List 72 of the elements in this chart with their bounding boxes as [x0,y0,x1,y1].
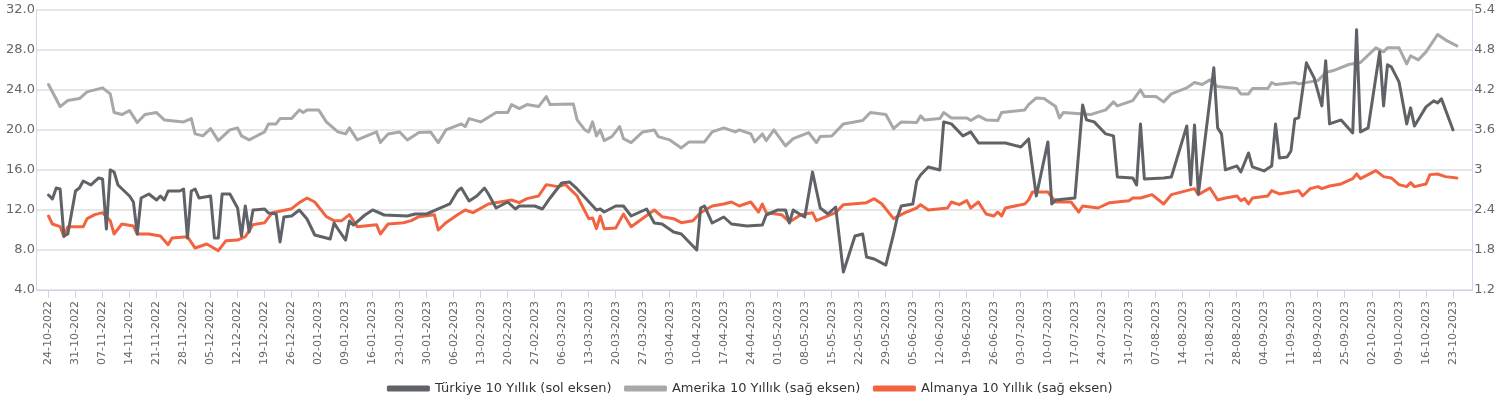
x-tick-label: 30-01-2023 [419,301,433,366]
x-tick-label: 03-04-2023 [662,301,676,366]
x-tick-label: 14-08-2023 [1175,301,1189,366]
x-tick-label: 24-04-2023 [743,301,757,366]
x-tick-label: 23-01-2023 [392,301,406,366]
x-tick-label: 16-01-2023 [365,301,379,366]
x-tick-label: 25-09-2023 [1337,301,1351,366]
x-tick-label: 01-05-2023 [770,301,784,366]
y-tick-label: 24.0 [5,81,35,97]
x-tick-label: 16-10-2023 [1418,301,1432,366]
x-tick-label: 29-05-2023 [878,301,892,366]
y-tick-label: 20.0 [5,121,35,137]
legend-label: Almanya 10 Yıllık (sağ eksen) [920,379,1113,395]
y-tick-label: 8.0 [14,241,35,257]
x-tick-label: 26-12-2022 [284,301,298,366]
x-tick-label: 28-11-2022 [176,301,190,366]
x-tick-label: 14-11-2022 [122,301,136,366]
x-tick-label: 24-07-2023 [1094,301,1108,366]
x-tick-label: 20-03-2023 [608,301,622,366]
x-tick-label: 28-08-2023 [1229,301,1243,366]
y2-tick-label: 5.4 [1474,1,1496,17]
x-tick-label: 05-12-2022 [203,301,217,366]
x-tick-label: 12-06-2023 [932,301,946,366]
y2-tick-label: 1.8 [1474,241,1496,257]
x-tick-label: 07-08-2023 [1148,301,1162,366]
y-tick-label: 4.0 [14,281,35,297]
x-tick-label: 09-10-2023 [1391,301,1405,366]
x-tick-label: 27-02-2023 [527,301,541,366]
y2-tick-label: 1.2 [1474,281,1496,297]
y-tick-label: 16.0 [5,161,35,177]
x-tick-label: 07-11-2022 [95,301,109,366]
x-tick-label: 06-02-2023 [446,301,460,366]
x-tick-label: 24-10-2022 [41,301,55,366]
x-tick-label: 27-03-2023 [635,301,649,366]
x-tick-label: 03-07-2023 [1013,301,1027,366]
x-tick-label: 17-04-2023 [716,301,730,366]
x-tick-label: 13-02-2023 [473,301,487,366]
y-tick-label: 12.0 [5,201,35,217]
x-tick-label: 02-10-2023 [1364,301,1378,366]
x-tick-label: 22-05-2023 [851,301,865,366]
y2-tick-label: 3.6 [1474,121,1496,137]
x-tick-label: 31-10-2022 [68,301,82,366]
x-tick-label: 06-03-2023 [554,301,568,366]
x-tick-label: 15-05-2023 [824,301,838,366]
legend-label: Amerika 10 Yıllık (sağ eksen) [671,379,861,395]
x-tick-label: 18-09-2023 [1310,301,1324,366]
x-tick-label: 04-09-2023 [1256,301,1270,366]
x-tick-label: 19-12-2022 [257,301,271,366]
x-tick-label: 05-06-2023 [905,301,919,366]
x-tick-label: 13-03-2023 [581,301,595,366]
x-tick-label: 08-05-2023 [797,301,811,366]
y2-tick-label: 2.4 [1474,201,1496,217]
x-tick-label: 17-07-2023 [1067,301,1081,366]
x-tick-label: 20-02-2023 [500,301,514,366]
x-tick-label: 12-12-2022 [230,301,244,366]
x-tick-label: 10-07-2023 [1040,301,1054,366]
x-tick-label: 19-06-2023 [959,301,973,366]
x-tick-label: 11-09-2023 [1283,301,1297,366]
y-tick-label: 32.0 [5,1,35,17]
y2-tick-label: 3 [1474,161,1483,177]
y-tick-label: 28.0 [5,41,35,57]
y2-tick-label: 4.2 [1474,81,1496,97]
x-tick-label: 23-10-2023 [1445,301,1459,366]
x-tick-label: 02-01-2023 [311,301,325,366]
x-tick-label: 31-07-2023 [1121,301,1135,366]
legend-label: Türkiye 10 Yıllık (sol eksen) [433,379,612,395]
x-tick-label: 26-06-2023 [986,301,1000,366]
y2-tick-label: 4.8 [1474,41,1496,57]
x-tick-label: 10-04-2023 [689,301,703,366]
x-tick-label: 21-08-2023 [1202,301,1216,366]
x-tick-label: 09-01-2023 [338,301,352,366]
x-tick-label: 21-11-2022 [149,301,163,366]
